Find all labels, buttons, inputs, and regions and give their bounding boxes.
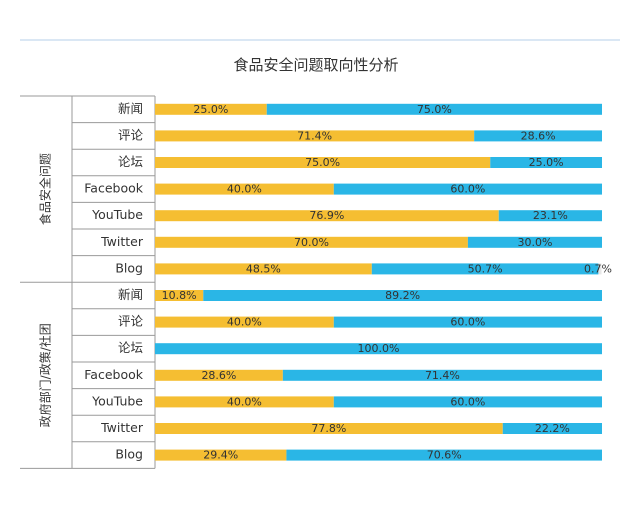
category-label: Facebook: [84, 181, 143, 196]
bar-segment: [155, 423, 503, 434]
bar-segment: [266, 103, 602, 115]
bar-segment: [155, 210, 499, 222]
bar-segment: [371, 263, 599, 275]
bars: [155, 103, 602, 461]
category-label: 评论: [118, 314, 144, 329]
bar-segment: [474, 130, 602, 142]
data-label: 70.0%: [294, 236, 329, 249]
data-label: 100.0%: [358, 342, 400, 355]
group-label: 食品安全问题: [38, 153, 53, 225]
category-label: 新闻: [118, 287, 143, 302]
data-label: 71.4%: [297, 129, 332, 142]
bar-segment: [155, 316, 334, 328]
group-label: 政府部门/政策/社团: [38, 323, 53, 427]
category-labels: 新闻评论论坛FacebookYouTubeTwitterBlog新闻评论论坛Fa…: [84, 101, 144, 462]
category-label: 新闻: [118, 101, 143, 116]
category-label: Facebook: [84, 367, 143, 382]
category-label: 论坛: [118, 154, 143, 169]
data-label: 40.0%: [227, 316, 262, 329]
bar-segment: [155, 290, 204, 301]
chart-title: 食品安全问题取向性分析: [233, 56, 398, 74]
category-label: 评论: [118, 127, 144, 142]
category-label: Twitter: [100, 420, 144, 435]
bar-segment: [333, 396, 602, 408]
bar-segment: [333, 316, 602, 328]
bar-segment: [490, 157, 602, 168]
category-label: YouTube: [91, 207, 143, 222]
bar-segment: [282, 369, 602, 381]
bar-segment: [155, 183, 334, 195]
bar-segment: [155, 103, 267, 115]
data-label: 60.0%: [450, 395, 485, 408]
data-label: 10.8%: [162, 289, 197, 302]
data-label: 29.4%: [203, 449, 238, 462]
data-label: 0.7%: [584, 262, 612, 275]
data-label: 70.6%: [427, 449, 462, 462]
category-label: Blog: [115, 260, 143, 275]
bar-segment: [598, 263, 602, 275]
data-label: 50.7%: [468, 262, 503, 275]
bar-segment: [155, 369, 283, 381]
data-label: 60.0%: [450, 183, 485, 196]
data-label: 25.0%: [529, 156, 564, 169]
data-label: 48.5%: [246, 262, 281, 275]
bar-segment: [155, 449, 287, 461]
bar-segment: [155, 263, 372, 275]
bar-segment: [502, 423, 602, 434]
data-label: 40.0%: [227, 183, 262, 196]
data-label: 30.0%: [517, 236, 552, 249]
data-label: 89.2%: [385, 289, 420, 302]
bar-segment: [498, 210, 602, 222]
data-label: 75.0%: [417, 103, 452, 116]
data-label: 40.0%: [227, 395, 262, 408]
data-label: 75.0%: [305, 156, 340, 169]
category-label: Twitter: [100, 234, 144, 249]
category-label: YouTube: [91, 393, 143, 408]
bar-segment: [155, 236, 468, 248]
bar-segment: [203, 290, 602, 301]
category-label: Blog: [115, 447, 143, 462]
bar-segment: [155, 130, 475, 142]
data-label: 76.9%: [309, 209, 344, 222]
bar-segment: [467, 236, 602, 248]
bar-segment: [333, 183, 602, 195]
data-label: 28.6%: [201, 369, 236, 382]
bar-segment: [155, 157, 491, 168]
bar-segment: [286, 449, 602, 461]
data-label: 28.6%: [521, 129, 556, 142]
data-label: 60.0%: [450, 316, 485, 329]
bar-segment: [155, 396, 334, 408]
value-labels: 25.0% 75.0% 71.4% 28.6% 75.0% 25.0% 40.0% 60.0%…: [162, 103, 612, 462]
data-label: 71.4%: [425, 369, 460, 382]
category-label: 论坛: [118, 340, 143, 355]
data-label: 25.0%: [193, 103, 228, 116]
data-label: 77.8%: [311, 422, 346, 435]
bar-segment: [155, 343, 602, 355]
data-label: 23.1%: [533, 209, 568, 222]
data-label: 22.2%: [535, 422, 570, 435]
